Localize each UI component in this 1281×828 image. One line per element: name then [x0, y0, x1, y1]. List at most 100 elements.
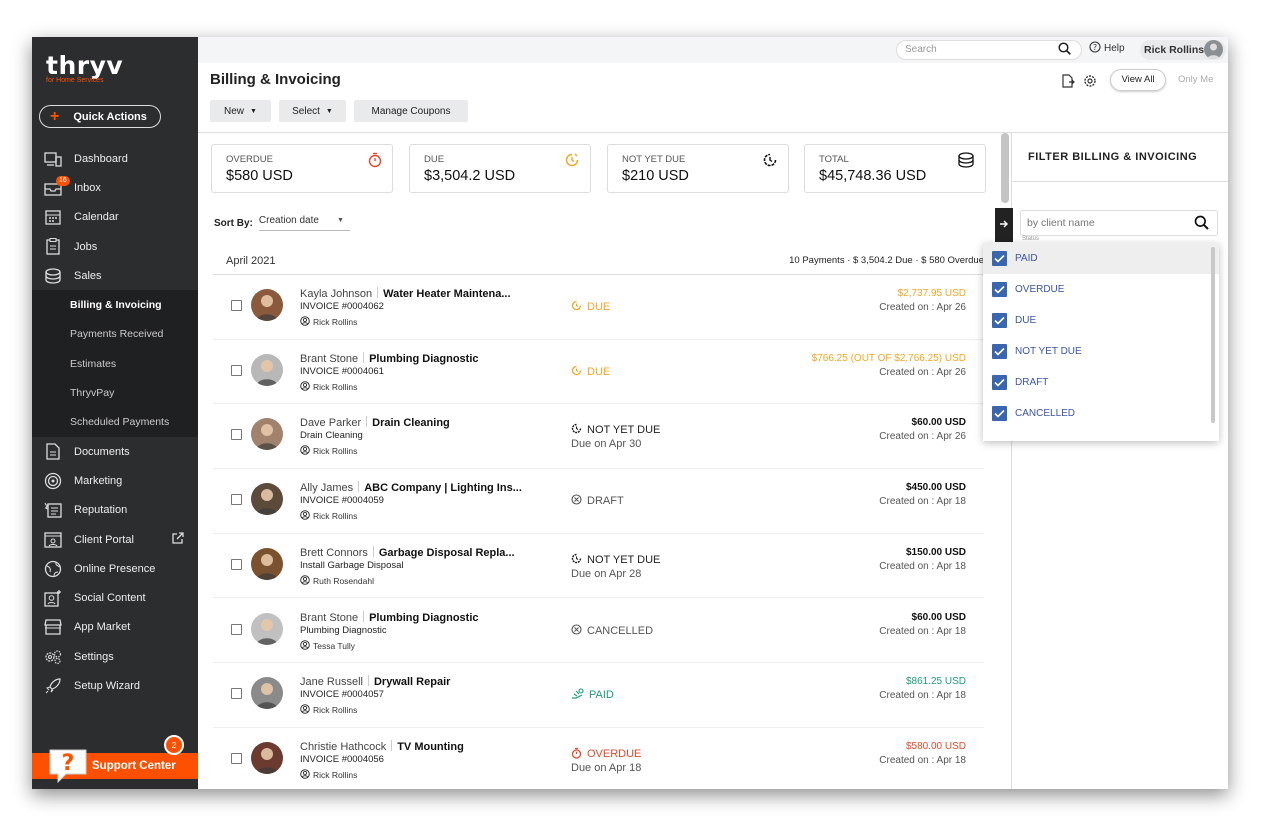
only-me-toggle[interactable]: Only Me	[1178, 74, 1214, 85]
sidebar-item-inbox[interactable]: 16 Inbox	[32, 173, 198, 202]
card-label: OVERDUE	[226, 154, 273, 165]
help-button[interactable]: ? Help	[1089, 41, 1125, 56]
manage-coupons-button[interactable]: Manage Coupons	[354, 100, 468, 122]
sidebar-item-label: Scheduled Payments	[70, 416, 170, 429]
checkbox-checked-icon[interactable]	[992, 251, 1007, 266]
search-icon[interactable]	[1194, 215, 1209, 235]
table-row[interactable]: Brant Stone Plumbing Diagnostic INVOICE #…	[213, 340, 984, 405]
amount: $450.00 USD	[905, 482, 966, 494]
user-avatar[interactable]	[1204, 40, 1223, 59]
user-circle-icon	[300, 704, 310, 716]
store-icon	[43, 618, 63, 636]
collapse-panel-button[interactable]	[995, 208, 1013, 242]
assignee-name: Rick Rollins	[313, 511, 358, 522]
invoice-subtitle: INVOICE #0004056	[300, 753, 384, 765]
stopwatch-icon	[368, 152, 382, 173]
row-checkbox[interactable]	[231, 494, 242, 506]
due-card[interactable]: DUE $3,504.2 USD	[409, 144, 591, 193]
card-label: DUE	[424, 154, 445, 165]
external-link-icon[interactable]	[172, 532, 184, 547]
quick-actions-button[interactable]: + Quick Actions	[39, 105, 161, 128]
sidebar-item-calendar[interactable]: Calendar	[32, 203, 198, 232]
row-checkbox[interactable]	[231, 688, 242, 700]
sidebar-item-billing[interactable]: Billing & Invoicing	[32, 290, 198, 320]
new-button[interactable]: New ▼	[210, 100, 271, 122]
row-title: Brant Stone Plumbing Diagnostic	[300, 351, 479, 365]
table-row[interactable]: Jane Russell Drywall Repair INVOICE #0004…	[213, 663, 984, 728]
sidebar-item-settings[interactable]: Settings	[32, 642, 198, 671]
invoice-subtitle: Install Garbage Disposal	[300, 559, 404, 571]
total-card[interactable]: TOTAL $45,748.36 USD	[804, 144, 986, 193]
sidebar-item-app-market[interactable]: App Market	[32, 613, 198, 642]
row-title: Brant Stone Plumbing Diagnostic	[300, 610, 479, 624]
table-row[interactable]: Christie Hathcock TV Mounting INVOICE #00…	[213, 728, 984, 789]
sidebar-item-client-portal[interactable]: Client Portal	[32, 525, 198, 554]
sidebar-item-payments-received[interactable]: Payments Received	[32, 319, 198, 350]
client-name: Dave Parker	[300, 417, 362, 430]
gear-icon[interactable]	[1083, 74, 1097, 93]
status-option[interactable]: CANCELLED	[983, 398, 1219, 429]
job-name: Plumbing Diagnostic	[369, 352, 479, 365]
help-chat-icon[interactable]: ?	[48, 748, 88, 784]
row-checkbox[interactable]	[231, 623, 242, 635]
table-row[interactable]: Brant Stone Plumbing Diagnostic Plumbing …	[213, 599, 984, 664]
status-option[interactable]: DRAFT	[983, 367, 1219, 398]
checkbox-checked-icon[interactable]	[992, 406, 1007, 421]
sidebar-item-dashboard[interactable]: Dashboard	[32, 144, 198, 173]
table-row[interactable]: Ally James ABC Company | Lighting Ins... …	[213, 469, 984, 534]
sidebar-item-estimates[interactable]: Estimates	[32, 349, 198, 379]
row-title: Kayla Johnson Water Heater Maintena...	[300, 287, 511, 300]
checkbox-checked-icon[interactable]	[992, 313, 1007, 328]
client-search-input[interactable]: by client name	[1020, 210, 1218, 236]
sidebar-item-marketing[interactable]: Marketing	[32, 466, 198, 495]
table-row[interactable]: Dave Parker Drain Cleaning Drain Cleaning…	[213, 404, 984, 470]
row-checkbox[interactable]	[231, 429, 242, 441]
row-checkbox[interactable]	[231, 300, 242, 311]
row-checkbox[interactable]	[231, 364, 242, 376]
row-checkbox[interactable]	[231, 752, 242, 764]
checkbox-checked-icon[interactable]	[992, 282, 1007, 297]
status-option[interactable]: NOT YET DUE	[983, 336, 1219, 367]
sidebar-item-setup-wizard[interactable]: Setup Wizard	[32, 671, 198, 700]
amount: $2,737.95 USD	[897, 288, 966, 299]
status-option[interactable]: DUE	[983, 305, 1219, 336]
table-row[interactable]: Brett Connors Garbage Disposal Repla... I…	[213, 534, 984, 599]
sidebar-item-thryvpay[interactable]: ThryvPay	[32, 378, 198, 408]
checkbox-checked-icon[interactable]	[992, 344, 1007, 359]
row-checkbox[interactable]	[231, 558, 242, 570]
caret-down-icon: ▼	[250, 107, 257, 115]
user-name: Rick Rollins	[1144, 44, 1205, 56]
sidebar-item-sales[interactable]: Sales	[32, 261, 198, 290]
sidebar-item-online-presence[interactable]: Online Presence	[32, 554, 198, 583]
inbox-badge: 16	[56, 176, 70, 187]
sidebar-item-social-content[interactable]: Social Content	[32, 583, 198, 612]
sidebar-item-reputation[interactable]: Reputation	[32, 496, 198, 525]
sidebar-item-documents[interactable]: Documents	[32, 437, 198, 466]
table-row[interactable]: Kayla Johnson Water Heater Maintena... IN…	[213, 275, 984, 340]
status-option[interactable]: PAID	[983, 243, 1219, 274]
help-label: Help	[1104, 43, 1125, 54]
export-icon[interactable]	[1061, 74, 1075, 93]
not-yet-due-card[interactable]: NOT YET DUE $210 USD	[607, 144, 789, 193]
created-date: Created on : Apr 18	[879, 560, 966, 572]
overdue-card[interactable]: OVERDUE $580 USD	[211, 144, 393, 193]
header-actions	[1061, 74, 1097, 93]
sidebar-item-scheduled-payments[interactable]: Scheduled Payments	[32, 407, 198, 437]
list-scrollbar[interactable]	[1001, 133, 1009, 203]
global-search-input[interactable]: Search	[896, 40, 1082, 60]
dropdown-scrollbar[interactable]	[1211, 247, 1215, 423]
status-option[interactable]: OVERDUE	[983, 274, 1219, 305]
sort-label: Sort By:	[214, 217, 253, 229]
checkbox-checked-icon[interactable]	[992, 375, 1007, 390]
sort-select[interactable]: Creation date ▼	[258, 215, 350, 231]
client-name: Brant Stone	[300, 611, 359, 624]
view-all-toggle[interactable]: View All	[1110, 69, 1166, 91]
svg-text:?: ?	[62, 751, 75, 776]
brand-logo[interactable]: thryv for Home Services	[46, 51, 123, 84]
group-month: April 2021	[226, 254, 276, 267]
search-icon[interactable]	[1058, 42, 1071, 60]
sidebar-item-jobs[interactable]: Jobs	[32, 232, 198, 261]
assignee: Rick Rollins	[300, 316, 357, 328]
clock-refresh-icon	[762, 152, 778, 173]
select-button[interactable]: Select ▼	[279, 100, 346, 122]
